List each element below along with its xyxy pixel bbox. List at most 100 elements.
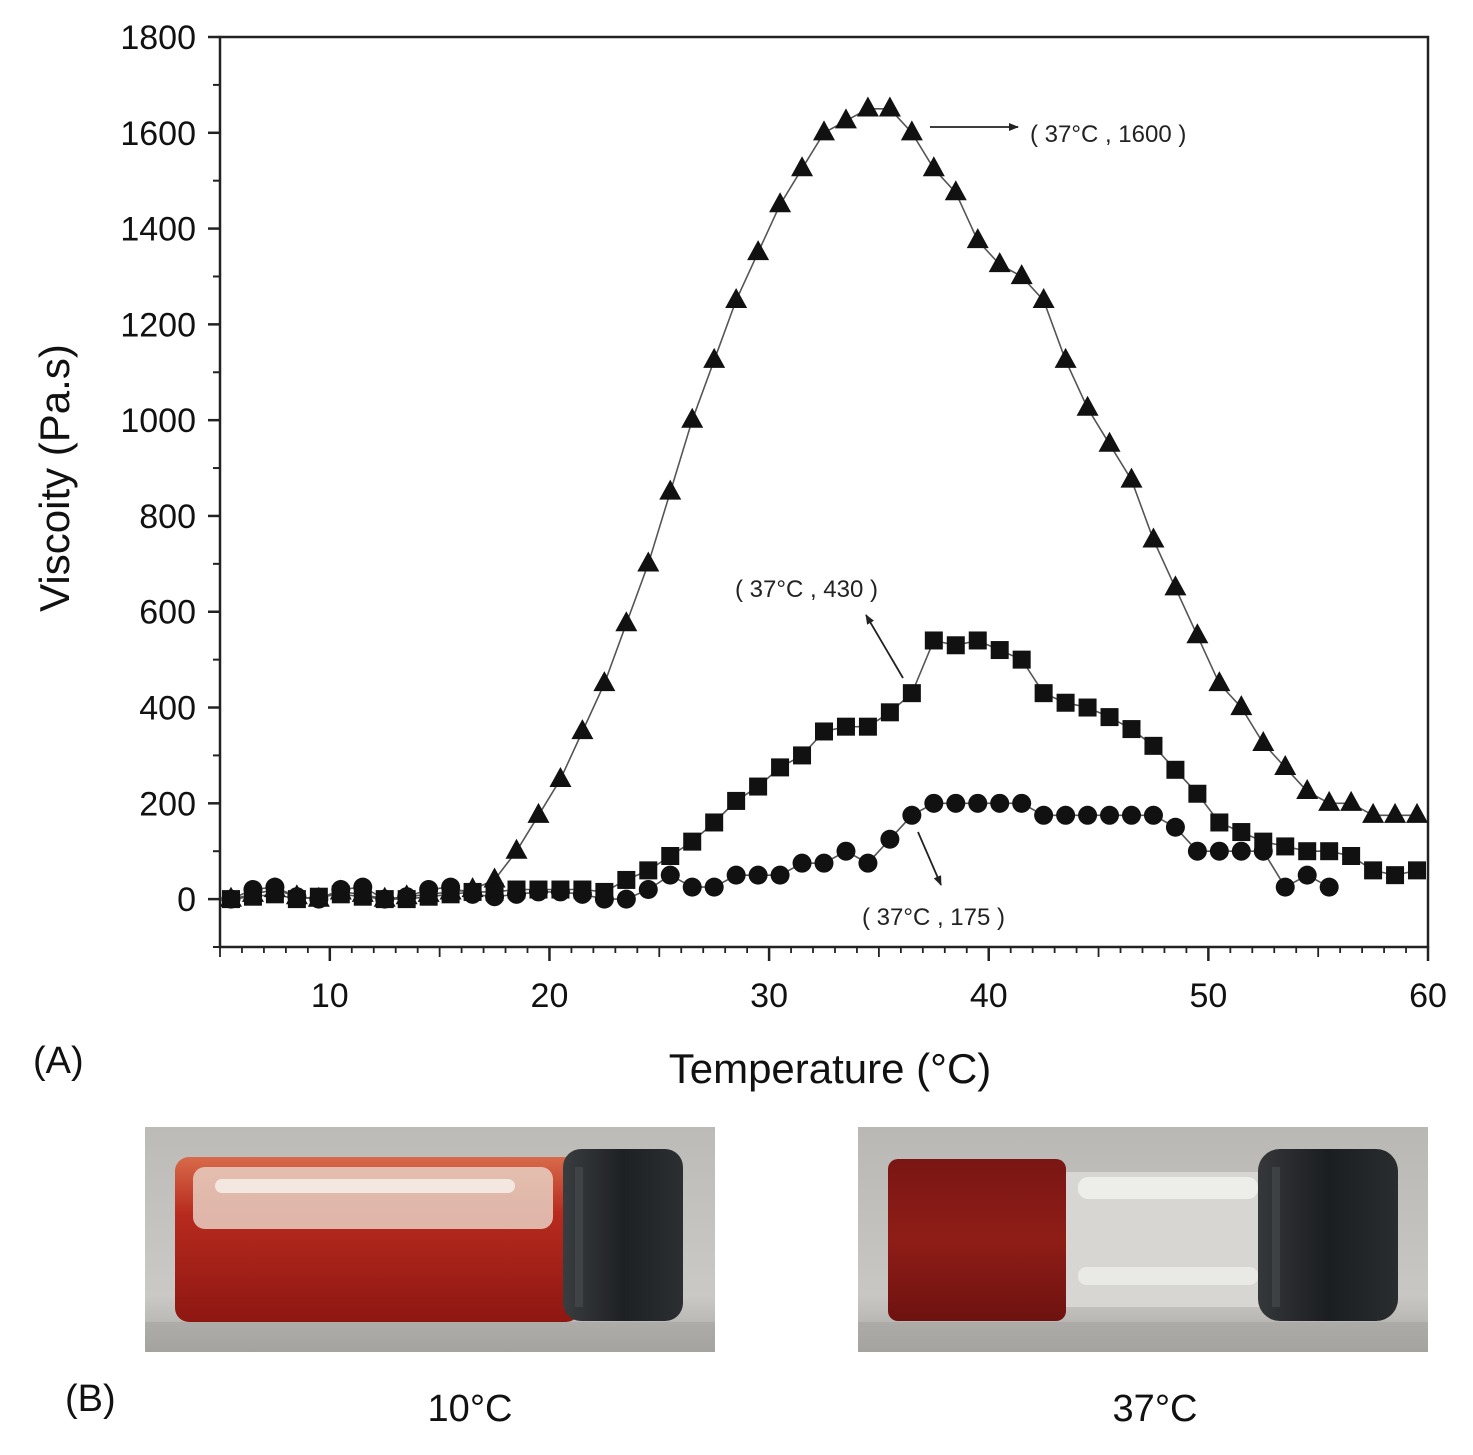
- triangle-marker: [615, 611, 638, 632]
- chart-annotations: ( 37°C , 1600 ) ( 37°C , 430 ) ( 37°C , 17…: [735, 121, 1186, 931]
- circle-marker: [1078, 805, 1098, 825]
- y-tick-label: 600: [139, 594, 196, 632]
- square-marker: [1276, 837, 1295, 856]
- annotation-label: ( 37°C , 1600 ): [1030, 121, 1186, 148]
- square-marker: [1100, 708, 1119, 727]
- viscosity-chart: 0 200 400 600 800 1000 1200 1400 1600 1800 10 20 30 4…: [120, 19, 1447, 1015]
- circle-marker: [243, 880, 263, 900]
- triangle-marker: [725, 288, 748, 309]
- circle-marker: [968, 793, 988, 813]
- y-tick-label: 1000: [120, 402, 196, 440]
- circle-marker: [704, 877, 724, 897]
- circle-marker: [1297, 865, 1317, 885]
- square-marker: [858, 717, 877, 736]
- triangle-marker: [1340, 790, 1363, 811]
- square-marker: [990, 641, 1009, 660]
- panel-label-a: (A): [33, 1040, 84, 1082]
- x-tick-label: 20: [531, 977, 569, 1015]
- square-marker: [1012, 650, 1031, 669]
- square-marker: [924, 631, 943, 650]
- square-marker: [902, 684, 921, 703]
- y-tick-label: 1600: [120, 115, 196, 153]
- square-marker: [815, 722, 833, 741]
- square-marker: [683, 832, 702, 851]
- square-marker: [946, 636, 965, 655]
- x-tick-label: 30: [750, 977, 788, 1015]
- triangle-marker: [1230, 695, 1253, 716]
- triangle-marker: [681, 407, 704, 428]
- square-marker: [1210, 813, 1229, 832]
- triangle-marker: [505, 838, 528, 859]
- triangle-marker: [900, 120, 923, 141]
- triangle-marker: [659, 479, 682, 500]
- circle-marker: [1034, 805, 1054, 825]
- annotation-label: ( 37°C , 430 ): [735, 576, 878, 603]
- triangle-marker: [878, 96, 901, 117]
- circle-marker: [616, 889, 636, 909]
- circle-marker: [770, 865, 790, 885]
- circle-marker: [814, 853, 834, 873]
- square-marker: [836, 717, 855, 736]
- circle-marker: [441, 877, 461, 897]
- triangle-marker: [1208, 671, 1231, 692]
- circle-marker: [1231, 841, 1251, 861]
- annotation-label: ( 37°C , 175 ): [862, 904, 1005, 931]
- circle-marker: [1275, 877, 1295, 897]
- circle-marker: [660, 865, 680, 885]
- triangle-marker: [1186, 623, 1209, 644]
- circle-marker: [1121, 805, 1141, 825]
- annotation-arrow: [917, 831, 942, 886]
- triangle-marker: [1032, 288, 1055, 309]
- circle-marker: [682, 877, 702, 897]
- triangle-marker: [1274, 754, 1297, 775]
- circle-marker: [397, 887, 417, 907]
- circle-marker: [902, 805, 922, 825]
- triangle-marker: [1120, 467, 1143, 488]
- circle-marker: [1253, 841, 1273, 861]
- circle-marker: [419, 880, 439, 900]
- square-marker: [705, 813, 724, 832]
- circle-marker: [594, 889, 614, 909]
- triangle-marker: [1384, 802, 1407, 823]
- triangle-marker: [747, 240, 770, 261]
- y-tick-label: 0: [177, 881, 196, 919]
- triangle-marker: [922, 156, 945, 177]
- triangle-marker: [988, 252, 1011, 273]
- triangle-marker: [813, 120, 835, 141]
- y-tick-label: 400: [139, 690, 196, 728]
- triangle-marker: [549, 766, 572, 787]
- circle-marker: [946, 793, 966, 813]
- annotation-arrow: [865, 614, 904, 679]
- circle-marker: [858, 853, 878, 873]
- square-marker: [1320, 842, 1339, 861]
- circle-marker: [990, 793, 1010, 813]
- circle-marker: [287, 887, 307, 907]
- circle-marker: [1209, 841, 1229, 861]
- square-marker: [1122, 720, 1141, 739]
- circle-marker: [792, 853, 812, 873]
- series-markers: [219, 96, 1429, 909]
- y-tick-label: 1800: [120, 19, 196, 57]
- y-tick-label: 1400: [120, 211, 196, 249]
- square-marker: [771, 758, 790, 777]
- square-marker: [1298, 842, 1317, 861]
- x-tick-label: 60: [1409, 977, 1447, 1015]
- triangle-marker: [791, 156, 814, 177]
- circle-marker: [572, 884, 592, 904]
- circle-marker: [331, 880, 351, 900]
- series-line-triangle: [230, 108, 1417, 900]
- triangle-marker: [1164, 575, 1187, 596]
- circle-marker: [924, 793, 944, 813]
- circle-marker: [1187, 841, 1207, 861]
- circle-marker: [1143, 805, 1163, 825]
- triangle-marker: [483, 867, 506, 888]
- square-marker: [749, 777, 768, 796]
- square-marker: [1232, 823, 1251, 842]
- circle-marker: [265, 877, 285, 897]
- series-line-circle: [230, 802, 1330, 900]
- x-axis-label: Temperature (°C): [668, 1045, 992, 1092]
- circle-marker: [1319, 877, 1339, 897]
- triangle-marker: [637, 551, 660, 572]
- triangle-marker: [1098, 431, 1121, 452]
- y-axis-label: Viscoity (Pa.s): [31, 344, 78, 612]
